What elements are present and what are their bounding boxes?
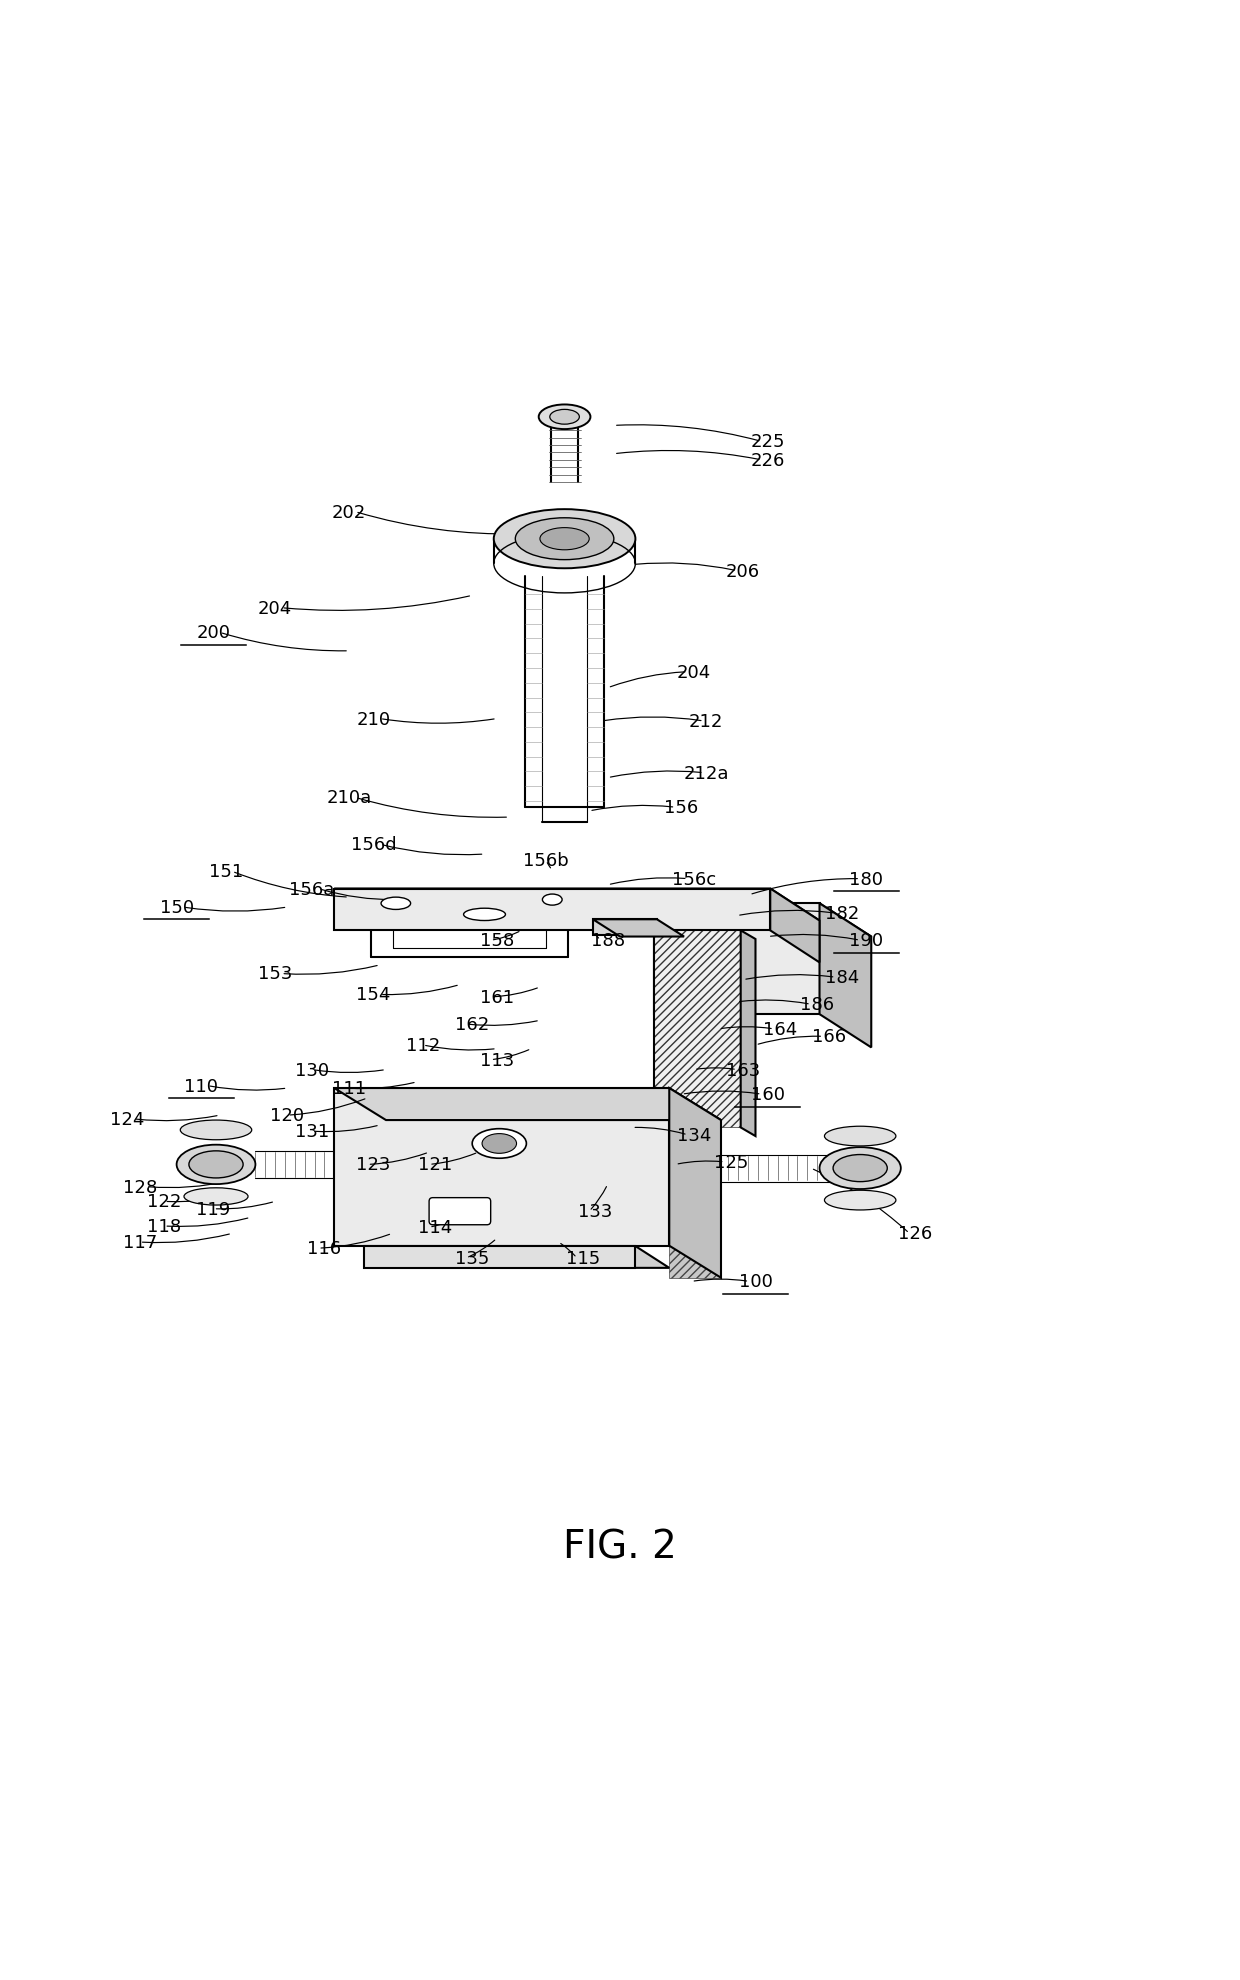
Text: 184: 184	[825, 968, 859, 986]
Text: 100: 100	[739, 1273, 773, 1291]
Text: 124: 124	[110, 1111, 145, 1129]
Polygon shape	[335, 889, 820, 921]
Text: 164: 164	[763, 1020, 797, 1038]
Ellipse shape	[539, 529, 589, 550]
Text: 120: 120	[270, 1107, 305, 1125]
Text: 119: 119	[196, 1200, 231, 1218]
Text: 210: 210	[357, 711, 391, 729]
Text: 130: 130	[295, 1061, 329, 1079]
Text: 161: 161	[480, 988, 513, 1006]
Polygon shape	[335, 1089, 670, 1245]
Text: 131: 131	[295, 1123, 329, 1140]
Text: 226: 226	[750, 451, 785, 469]
Ellipse shape	[176, 1144, 255, 1184]
Text: 210a: 210a	[326, 788, 372, 808]
Text: 133: 133	[578, 1202, 613, 1220]
Polygon shape	[363, 1245, 635, 1269]
Bar	[655, 931, 740, 1129]
Ellipse shape	[482, 1135, 517, 1154]
Text: 156c: 156c	[672, 871, 715, 889]
Text: 151: 151	[208, 863, 243, 881]
Text: 154: 154	[356, 986, 391, 1004]
Ellipse shape	[833, 1154, 888, 1182]
Ellipse shape	[542, 895, 562, 905]
Text: 126: 126	[899, 1226, 932, 1243]
Text: 116: 116	[308, 1239, 341, 1257]
Text: 212: 212	[689, 713, 723, 731]
Polygon shape	[335, 889, 770, 931]
Text: 128: 128	[123, 1178, 156, 1196]
Text: 204: 204	[677, 663, 711, 681]
Text: 204: 204	[258, 600, 293, 618]
Text: 202: 202	[332, 503, 366, 521]
Text: 123: 123	[356, 1156, 391, 1174]
Ellipse shape	[538, 406, 590, 430]
Polygon shape	[820, 903, 872, 1047]
Text: 115: 115	[565, 1249, 600, 1267]
Ellipse shape	[381, 897, 410, 911]
Text: 125: 125	[714, 1154, 748, 1172]
Text: 160: 160	[750, 1085, 785, 1103]
Text: 188: 188	[590, 933, 625, 950]
Polygon shape	[655, 903, 872, 937]
Text: 182: 182	[825, 905, 859, 923]
Polygon shape	[363, 1245, 670, 1269]
Text: 206: 206	[727, 562, 760, 580]
Text: 117: 117	[123, 1234, 156, 1251]
Text: 156d: 156d	[351, 836, 397, 853]
Ellipse shape	[188, 1150, 243, 1178]
Text: 122: 122	[148, 1192, 181, 1210]
Ellipse shape	[184, 1188, 248, 1206]
Text: FIG. 2: FIG. 2	[563, 1527, 677, 1566]
Text: 212a: 212a	[683, 764, 729, 782]
Polygon shape	[593, 921, 657, 937]
FancyBboxPatch shape	[429, 1198, 491, 1226]
Text: 162: 162	[455, 1016, 490, 1034]
Text: 186: 186	[800, 996, 835, 1014]
Ellipse shape	[820, 1148, 900, 1190]
Text: 153: 153	[258, 964, 293, 982]
Polygon shape	[670, 1089, 720, 1277]
Text: 225: 225	[750, 434, 785, 451]
Polygon shape	[593, 921, 684, 937]
Text: 156a: 156a	[289, 879, 335, 899]
Ellipse shape	[180, 1121, 252, 1140]
Text: 110: 110	[185, 1077, 218, 1095]
Polygon shape	[335, 1089, 720, 1121]
Text: 113: 113	[480, 1051, 513, 1069]
Text: 190: 190	[849, 933, 883, 950]
Polygon shape	[770, 889, 820, 962]
Text: 111: 111	[332, 1079, 366, 1097]
Text: 156: 156	[665, 798, 698, 818]
Text: 114: 114	[418, 1218, 453, 1238]
Ellipse shape	[516, 519, 614, 560]
Ellipse shape	[549, 410, 579, 426]
Text: 118: 118	[148, 1218, 181, 1236]
Text: 135: 135	[455, 1249, 490, 1267]
Text: 150: 150	[160, 899, 193, 917]
Text: 166: 166	[812, 1028, 847, 1045]
Ellipse shape	[825, 1190, 895, 1210]
Polygon shape	[655, 903, 820, 1014]
Text: 156b: 156b	[523, 851, 569, 869]
Text: 134: 134	[677, 1127, 711, 1144]
Text: 158: 158	[480, 933, 513, 950]
Text: 180: 180	[849, 871, 883, 889]
Ellipse shape	[825, 1127, 895, 1146]
Text: 200: 200	[197, 624, 231, 642]
Text: 163: 163	[727, 1061, 760, 1079]
Text: 121: 121	[418, 1156, 453, 1174]
Ellipse shape	[472, 1129, 527, 1158]
Polygon shape	[740, 931, 755, 1137]
Text: 112: 112	[405, 1036, 440, 1055]
Ellipse shape	[494, 511, 635, 568]
Bar	[670, 1121, 720, 1277]
Ellipse shape	[464, 909, 506, 921]
